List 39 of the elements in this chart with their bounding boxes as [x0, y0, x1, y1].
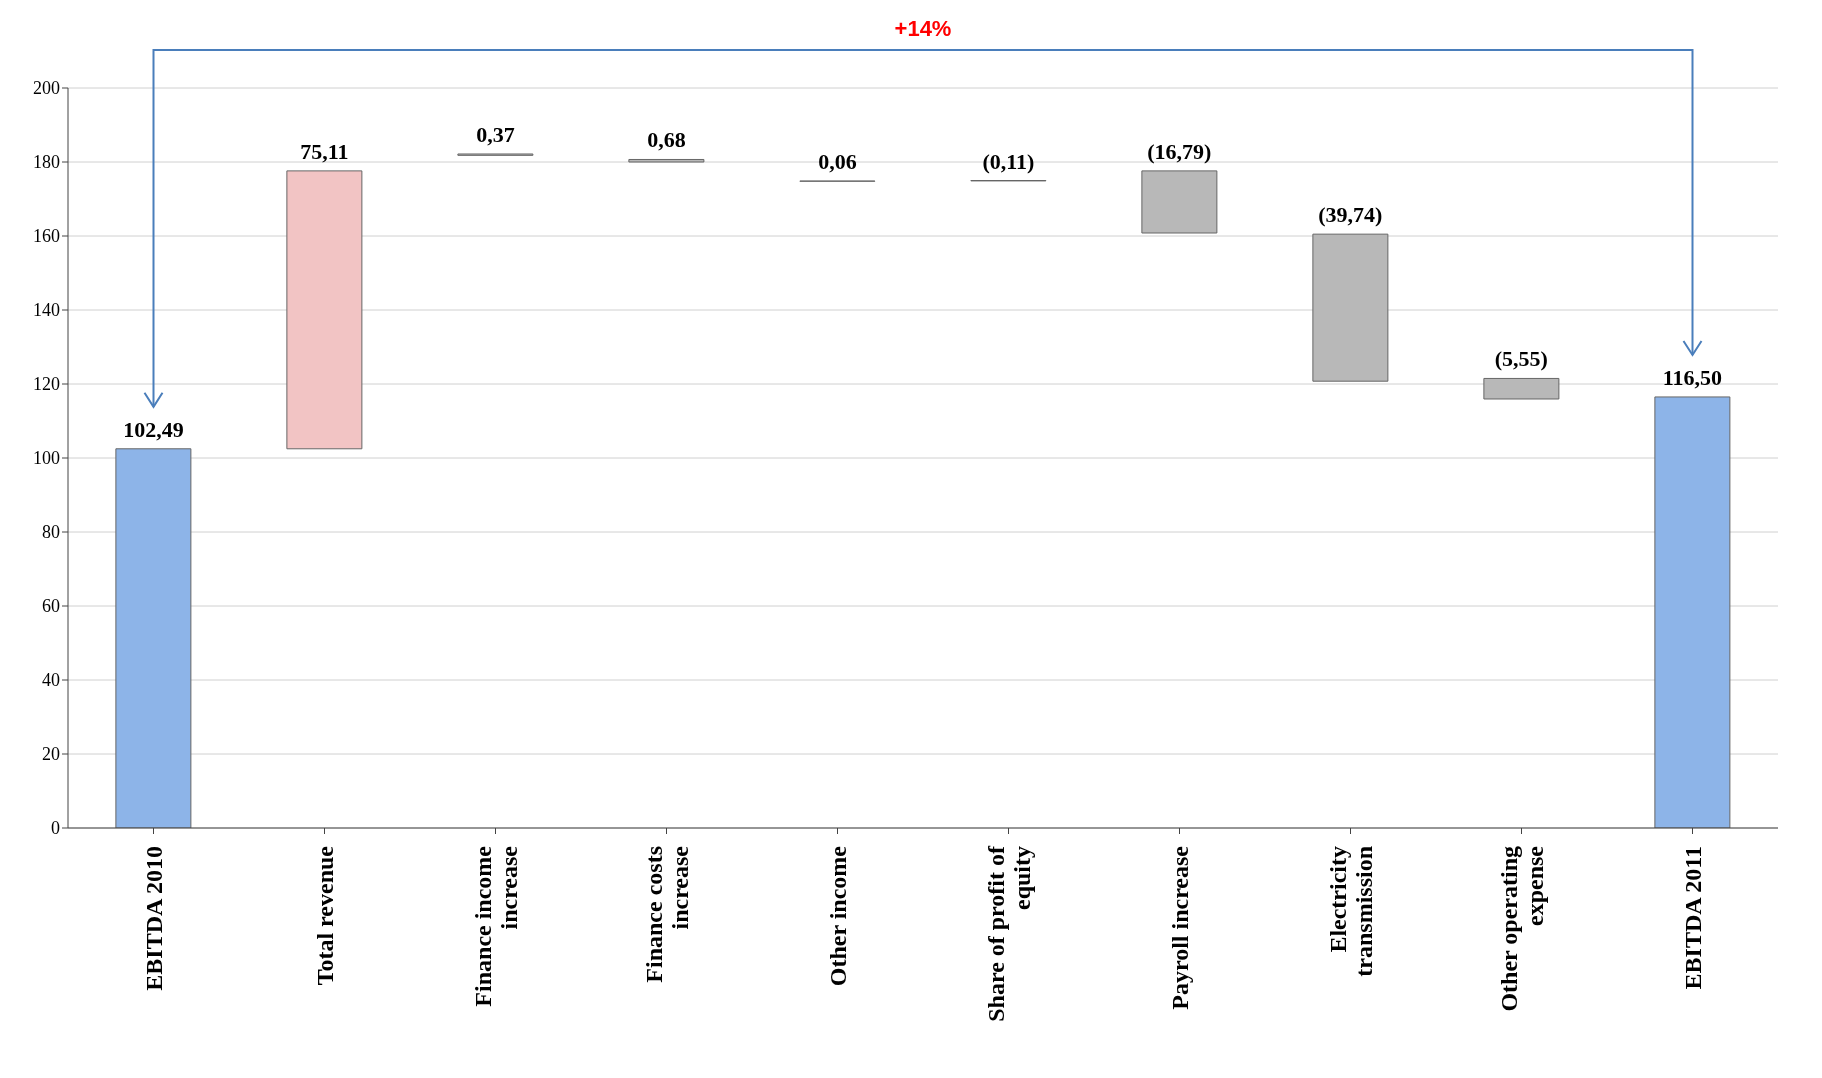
bar: [1141, 170, 1218, 234]
bar: [1483, 377, 1560, 400]
x-tick-label: Share of profit of equity: [982, 845, 1035, 1022]
y-tick-label: 160: [33, 226, 60, 247]
y-tick-label: 20: [42, 744, 60, 765]
x-tick-label: Finance costs increase: [640, 845, 693, 983]
data-label: 0,06: [818, 149, 857, 175]
data-label: 0,37: [476, 121, 515, 147]
data-label: (39,74): [1318, 202, 1383, 228]
y-tick-label: 80: [42, 522, 60, 543]
data-label: 75,11: [300, 138, 349, 164]
x-tick-label: EBITDA 2010: [140, 846, 167, 991]
bar: [286, 170, 363, 450]
text: +14%: [894, 16, 952, 41]
x-tick-label: Payroll increase: [1166, 845, 1193, 1010]
bar: [628, 158, 705, 163]
bar: [1312, 233, 1389, 382]
x-tick-label: Finance income increase: [469, 845, 522, 1007]
bar: [1654, 396, 1731, 828]
data-label: (5,55): [1494, 346, 1548, 372]
y-tick-label: 200: [33, 78, 60, 99]
y-tick-label: 140: [33, 300, 60, 321]
y-tick-label: 60: [42, 596, 60, 617]
y-tick-label: 100: [33, 448, 60, 469]
y-tick-label: 40: [42, 670, 60, 691]
y-tick-label: 120: [33, 374, 60, 395]
x-tick-label: Other income: [824, 845, 851, 987]
y-tick-label: 180: [33, 152, 60, 173]
data-label: 102,49: [123, 416, 184, 442]
data-label: 0,68: [647, 127, 686, 153]
data-label: (16,79): [1147, 138, 1212, 164]
data-label: (0,11): [982, 148, 1035, 174]
y-tick-label: 0: [51, 818, 60, 839]
data-label: 116,50: [1662, 364, 1723, 390]
bar: [115, 448, 192, 828]
x-tick-label: EBITDA 2011: [1679, 846, 1706, 990]
x-tick-label: Total revenue: [311, 845, 338, 986]
x-tick-label: Other operating expense: [1495, 845, 1548, 1012]
x-tick-label: Electricity transmission: [1324, 846, 1377, 977]
